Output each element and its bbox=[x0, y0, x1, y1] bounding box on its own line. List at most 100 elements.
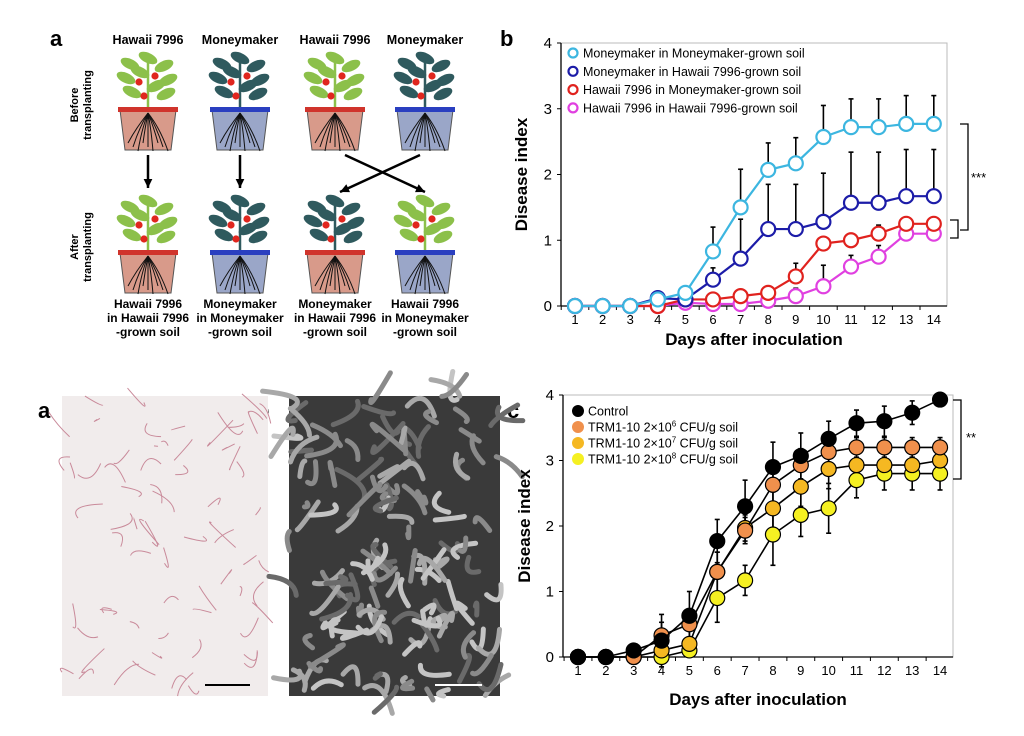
hypha bbox=[239, 586, 243, 597]
soil-band bbox=[395, 250, 455, 255]
leaf bbox=[222, 208, 242, 222]
x-tick-label: 7 bbox=[737, 312, 744, 327]
tomato bbox=[428, 72, 436, 80]
leaf bbox=[431, 59, 451, 73]
data-point bbox=[764, 458, 782, 476]
hypha bbox=[340, 664, 361, 687]
legend-text: Control bbox=[588, 405, 628, 419]
caption-line: in Hawaii 7996 bbox=[106, 311, 190, 325]
leaf bbox=[325, 51, 345, 65]
leaf bbox=[230, 51, 250, 65]
hypha bbox=[259, 403, 272, 424]
hypha bbox=[227, 423, 245, 428]
data-point bbox=[787, 155, 804, 172]
legend-exponent: 6 bbox=[672, 420, 677, 429]
hypha bbox=[372, 495, 399, 514]
leaf bbox=[238, 222, 258, 236]
hypha bbox=[171, 675, 188, 689]
legend-label: Moneymaker in Hawaii 7996-grown soil bbox=[583, 65, 801, 79]
data-point bbox=[876, 456, 893, 474]
hypha bbox=[158, 632, 169, 639]
data-point bbox=[760, 161, 777, 178]
hypha bbox=[287, 405, 312, 438]
hypha bbox=[464, 554, 482, 575]
x-tick-label: 1 bbox=[574, 663, 581, 678]
data-point bbox=[842, 194, 860, 211]
leaf bbox=[407, 208, 427, 222]
leaf bbox=[208, 214, 228, 228]
panel-label-top-b: b bbox=[500, 26, 514, 51]
data-point bbox=[649, 291, 666, 308]
hypha bbox=[78, 668, 94, 680]
data-point bbox=[904, 439, 921, 456]
plant-in-pot bbox=[116, 194, 178, 295]
hypha bbox=[432, 513, 467, 523]
hypha bbox=[436, 610, 455, 639]
hypha bbox=[206, 419, 234, 447]
data-point bbox=[787, 288, 804, 305]
soil-band bbox=[210, 250, 270, 255]
hypha bbox=[304, 431, 339, 459]
data-point bbox=[681, 607, 698, 624]
hypha bbox=[130, 550, 151, 556]
panel-label-top-a: a bbox=[50, 26, 63, 51]
hypha bbox=[310, 678, 344, 691]
data-point bbox=[625, 642, 642, 659]
leaf bbox=[154, 202, 174, 216]
data-point bbox=[848, 439, 865, 456]
plant-in-pot bbox=[303, 194, 365, 295]
hypha bbox=[173, 439, 193, 461]
leaf bbox=[248, 87, 268, 101]
hypha bbox=[255, 507, 261, 516]
hypha bbox=[330, 398, 361, 428]
hypha bbox=[385, 571, 401, 598]
hypha bbox=[408, 548, 418, 584]
hypha bbox=[319, 592, 354, 622]
leaf bbox=[303, 214, 323, 228]
hypha bbox=[297, 458, 308, 480]
legend-marker bbox=[567, 83, 579, 96]
hypha bbox=[362, 683, 395, 716]
data-point bbox=[876, 413, 893, 430]
legend-text: CFU/g soil bbox=[676, 437, 738, 451]
data-point bbox=[736, 522, 754, 539]
leaf bbox=[130, 65, 150, 79]
leaf bbox=[156, 230, 176, 244]
data-point bbox=[704, 291, 722, 308]
leaf bbox=[309, 85, 329, 99]
data-point bbox=[792, 478, 809, 495]
panel-label-bottom-a: a bbox=[38, 398, 51, 423]
hypha bbox=[361, 403, 397, 417]
leaf bbox=[393, 71, 413, 85]
plant-in-pot bbox=[303, 51, 365, 152]
hypha bbox=[476, 661, 504, 692]
hypha bbox=[260, 388, 300, 411]
hypha bbox=[121, 486, 142, 498]
caption: Moneymaker in Hawaii 7996 -grown soil bbox=[285, 297, 385, 339]
x-tick-label: 5 bbox=[686, 663, 693, 678]
legend-exponent: 7 bbox=[672, 436, 677, 445]
x-tick-label: 11 bbox=[850, 663, 864, 678]
data-point bbox=[622, 297, 639, 315]
data-point bbox=[709, 589, 726, 607]
leaf bbox=[208, 71, 228, 85]
caption: Hawaii 7996 in Moneymaker -grown soil bbox=[375, 297, 475, 339]
data-point bbox=[681, 635, 698, 653]
hypha bbox=[306, 661, 324, 674]
hypha bbox=[488, 402, 521, 429]
x-tick-label: 11 bbox=[844, 312, 858, 327]
data-point bbox=[842, 232, 860, 249]
hypha bbox=[84, 395, 104, 406]
column-header: Hawaii 7996 bbox=[299, 33, 371, 47]
root bbox=[424, 112, 446, 152]
hypha bbox=[258, 560, 270, 573]
data-point bbox=[732, 199, 749, 216]
x-axis-title: Days after inoculation bbox=[669, 690, 847, 709]
leaf bbox=[399, 228, 419, 242]
leaf bbox=[130, 208, 150, 222]
hypha bbox=[140, 458, 162, 471]
legend-label: Hawaii 7996 in Moneymaker-grown soil bbox=[583, 83, 801, 97]
hypha bbox=[371, 565, 398, 583]
leaf bbox=[303, 71, 323, 85]
x-tick-label: 13 bbox=[899, 312, 913, 327]
